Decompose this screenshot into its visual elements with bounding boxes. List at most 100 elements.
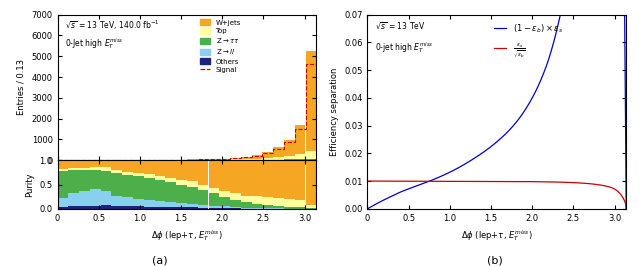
Bar (68, 168, 79, 171)
Bar (187, 160, 197, 181)
Bar (197, 159, 208, 160)
Bar (111, 206, 122, 209)
Bar (111, 196, 122, 206)
Bar (219, 206, 230, 208)
Bar (133, 173, 144, 176)
Bar (252, 159, 263, 160)
Bar (90, 206, 100, 209)
Bar (284, 159, 295, 160)
Bar (176, 207, 187, 209)
Bar (176, 185, 187, 203)
Bar (305, 159, 316, 160)
Bar (166, 182, 176, 202)
Bar (111, 160, 122, 170)
Bar (68, 171, 79, 193)
Bar (79, 206, 90, 209)
Bar (101, 171, 111, 192)
Bar (122, 174, 133, 197)
Bar (101, 167, 111, 171)
Bar (166, 178, 176, 182)
Bar (208, 159, 219, 160)
Bar (273, 157, 284, 160)
Bar (166, 160, 176, 178)
Bar (241, 160, 252, 196)
Bar (263, 160, 273, 197)
Bar (263, 197, 273, 205)
Bar (90, 189, 100, 206)
Text: 0-jet high $E_{T}^{miss}$: 0-jet high $E_{T}^{miss}$ (375, 40, 434, 55)
Bar (241, 196, 252, 202)
Bar (58, 169, 68, 171)
Bar (219, 159, 230, 160)
Bar (219, 160, 230, 191)
Bar (133, 160, 144, 173)
Bar (133, 206, 144, 209)
Bar (122, 172, 133, 174)
Bar (230, 208, 241, 209)
Bar (58, 171, 68, 198)
Bar (144, 200, 155, 207)
Bar (79, 171, 90, 191)
Bar (252, 155, 263, 159)
Bar (144, 160, 155, 173)
Bar (263, 152, 273, 158)
Bar (90, 160, 100, 167)
Bar (197, 190, 208, 205)
Bar (90, 167, 100, 170)
Text: 0-Jet high $E_{T}^{miss}$: 0-Jet high $E_{T}^{miss}$ (65, 36, 124, 51)
Bar (155, 201, 166, 207)
Bar (219, 208, 230, 209)
Bar (252, 160, 263, 196)
Bar (144, 178, 155, 200)
Bar (58, 198, 68, 207)
Bar (252, 196, 263, 204)
Bar (208, 206, 219, 208)
Bar (197, 205, 208, 208)
Bar (101, 192, 111, 205)
X-axis label: $\Delta\phi$ (lep+$\tau$, $E_{T}^{miss}$): $\Delta\phi$ (lep+$\tau$, $E_{T}^{miss}$… (151, 228, 223, 243)
Bar (284, 199, 295, 207)
Bar (144, 207, 155, 209)
Bar (230, 160, 241, 193)
Bar (155, 180, 166, 201)
Y-axis label: Efficiency separation: Efficiency separation (330, 68, 339, 156)
Bar (241, 202, 252, 208)
Bar (273, 206, 284, 209)
Bar (295, 160, 305, 200)
Bar (230, 158, 241, 160)
Text: $\sqrt{s}$ = 13 TeV, 140.0 fb$^{-1}$: $\sqrt{s}$ = 13 TeV, 140.0 fb$^{-1}$ (65, 19, 160, 32)
X-axis label: $\Delta\phi$ (lep+$\tau$, $E_{T}^{miss}$): $\Delta\phi$ (lep+$\tau$, $E_{T}^{miss}$… (461, 228, 533, 243)
Text: (b): (b) (488, 255, 503, 265)
Bar (284, 207, 295, 209)
Bar (230, 193, 241, 200)
Y-axis label: Entries / 0.13: Entries / 0.13 (17, 59, 26, 115)
Bar (295, 154, 305, 159)
Legend: W+jets, Top, Z$\rightarrow\tau\tau$, Z$\rightarrow ll$, Others, Signal: W+jets, Top, Z$\rightarrow\tau\tau$, Z$\… (198, 18, 242, 74)
Bar (263, 208, 273, 209)
Bar (295, 159, 305, 160)
Bar (101, 205, 111, 209)
Bar (155, 176, 166, 180)
Bar (68, 193, 79, 206)
Bar (166, 207, 176, 209)
Bar (241, 159, 252, 160)
Bar (295, 200, 305, 207)
Bar (187, 186, 197, 203)
Bar (241, 208, 252, 209)
Bar (122, 206, 133, 209)
Bar (208, 208, 219, 209)
Bar (305, 160, 316, 205)
Bar (197, 208, 208, 209)
Bar (122, 160, 133, 172)
Bar (273, 198, 284, 206)
Bar (241, 156, 252, 159)
Bar (208, 188, 219, 193)
Text: $\sqrt{s}$ = 13 TeV: $\sqrt{s}$ = 13 TeV (375, 20, 426, 31)
Bar (305, 51, 316, 151)
Bar (273, 147, 284, 157)
Bar (230, 200, 241, 207)
Bar (176, 180, 187, 185)
Bar (295, 207, 305, 209)
Bar (305, 151, 316, 159)
Bar (263, 205, 273, 208)
